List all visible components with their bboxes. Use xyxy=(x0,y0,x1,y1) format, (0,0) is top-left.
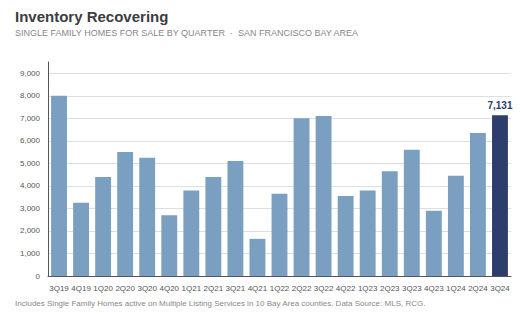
svg-text:2Q22: 2Q22 xyxy=(292,284,312,293)
svg-text:1Q22: 1Q22 xyxy=(270,284,290,293)
svg-text:5,000: 5,000 xyxy=(20,159,41,168)
svg-text:SINGLE FAMILY HOMES FOR SALE B: SINGLE FAMILY HOMES FOR SALE BY QUARTER … xyxy=(15,28,358,38)
svg-text:4Q20: 4Q20 xyxy=(159,284,179,293)
svg-text:0: 0 xyxy=(36,272,41,281)
svg-text:3Q21: 3Q21 xyxy=(226,284,246,293)
svg-text:3,000: 3,000 xyxy=(20,204,41,213)
svg-text:6,000: 6,000 xyxy=(20,136,41,145)
svg-text:3Q20: 3Q20 xyxy=(137,284,157,293)
svg-text:4Q23: 4Q23 xyxy=(424,284,444,293)
svg-text:3Q23: 3Q23 xyxy=(402,284,422,293)
svg-text:3Q24: 3Q24 xyxy=(490,284,510,293)
svg-text:3Q22: 3Q22 xyxy=(314,284,334,293)
svg-text:8,000: 8,000 xyxy=(20,91,41,100)
svg-text:1,000: 1,000 xyxy=(20,249,41,258)
svg-text:Includes Single Family Homes a: Includes Single Family Homes active on M… xyxy=(15,299,425,308)
svg-text:1Q21: 1Q21 xyxy=(182,284,202,293)
svg-text:3Q19: 3Q19 xyxy=(49,284,69,293)
svg-text:7,000: 7,000 xyxy=(20,114,41,123)
svg-text:2Q20: 2Q20 xyxy=(115,284,135,293)
svg-text:2,000: 2,000 xyxy=(20,226,41,235)
svg-text:Inventory Recovering: Inventory Recovering xyxy=(15,8,168,25)
svg-text:4Q22: 4Q22 xyxy=(336,284,356,293)
svg-text:4Q19: 4Q19 xyxy=(71,284,91,293)
svg-text:1Q24: 1Q24 xyxy=(446,284,466,293)
svg-text:1Q23: 1Q23 xyxy=(358,284,378,293)
svg-text:2Q24: 2Q24 xyxy=(468,284,488,293)
svg-text:2Q23: 2Q23 xyxy=(380,284,400,293)
svg-text:4Q21: 4Q21 xyxy=(248,284,268,293)
svg-text:4,000: 4,000 xyxy=(20,181,41,190)
svg-text:2Q21: 2Q21 xyxy=(204,284,224,293)
svg-text:1Q20: 1Q20 xyxy=(93,284,113,293)
svg-text:7,131: 7,131 xyxy=(487,100,512,111)
svg-text:9,000: 9,000 xyxy=(20,69,41,78)
